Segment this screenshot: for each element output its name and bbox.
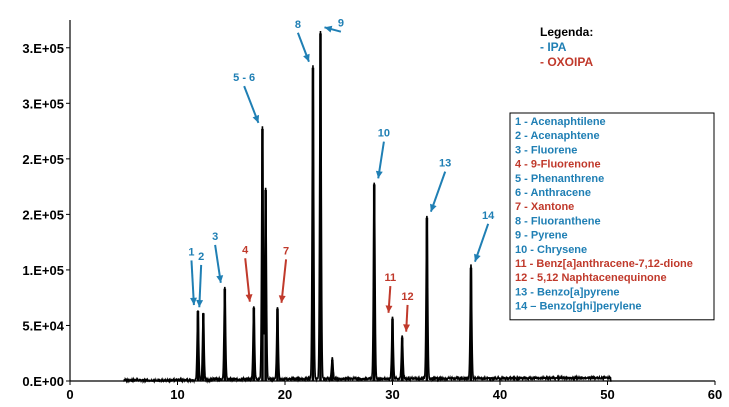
peak-label: 5 - 6 (233, 72, 255, 84)
axes: 0.E+00 5.E+04 1.E+05 2.E+05 2.E+05 3.E+05 3.E+… (22, 20, 722, 402)
peak-label: 3 (212, 231, 218, 243)
peak-label: 9 (338, 18, 344, 30)
x-tick-label: 0 (66, 387, 73, 402)
legend-entry: - OXOIPA (540, 55, 593, 69)
peak-arrowhead (474, 253, 481, 262)
x-tick-label: 30 (385, 387, 399, 402)
legend-entry: - IPA (540, 40, 567, 54)
compound-entry: 9 - Pyrene (515, 230, 568, 242)
compound-entry: 4 - 9-Fluorenone (515, 159, 601, 171)
compound-entry: 1 - Acenaphtilene (515, 116, 606, 128)
peak-label: 8 (295, 19, 301, 31)
chromatogram-trace (123, 30, 612, 385)
peak-arrowhead (375, 170, 383, 179)
compound-entry: 11 - Benz[a]anthracene-7,12-dione (515, 258, 693, 270)
peak-label: 13 (439, 158, 451, 170)
peak-arrowhead (303, 53, 310, 62)
y-tick-label: 0.E+00 (22, 374, 64, 389)
compound-list-border (509, 112, 715, 321)
x-tick-label: 10 (170, 387, 184, 402)
compound-entry: 2 - Acenaphtene (515, 130, 600, 142)
x-tick-label: 20 (278, 387, 292, 402)
legend: Legenda:- IPA- OXOIPA (540, 25, 593, 69)
compound-entry: 6 - Anthracene (515, 187, 591, 199)
compound-entry: 10 - Chrysene (515, 244, 587, 256)
compound-entry: 3 - Fluorene (515, 144, 577, 156)
peak-arrowhead (278, 295, 286, 303)
y-tick-label: 1.E+05 (22, 263, 64, 278)
peak-arrowhead (385, 305, 393, 313)
x-tick-label: 50 (600, 387, 614, 402)
peak-arrowhead (190, 297, 198, 306)
peak-label: 1 (188, 246, 194, 258)
compound-entry: 12 - 5,12 Naphtacenequinone (515, 272, 667, 284)
peak-arrowhead (252, 114, 260, 123)
peak-label: 2 (198, 251, 204, 263)
peak-label: 10 (378, 128, 390, 140)
peak-arrowhead (324, 25, 333, 33)
y-tick-label: 2.E+05 (22, 207, 64, 222)
compound-list: 1 - Acenaphtilene 2 - Acenaphtene 3 - Fluo… (509, 112, 715, 321)
peak-label: 4 (242, 244, 249, 256)
peak-arrow (190, 260, 195, 306)
peak-label: 11 (385, 272, 397, 284)
peak-arrowhead (403, 324, 411, 332)
peak-label: 12 (401, 291, 413, 303)
peak-label: 7 (283, 245, 289, 257)
compound-entry: 5 - Phenanthrene (515, 173, 604, 185)
peak-arrowhead (430, 203, 437, 212)
y-tick-label: 2.E+05 (22, 152, 64, 167)
peak-label: 14 (482, 210, 495, 222)
trace-group (123, 30, 612, 385)
peak-arrowhead (216, 275, 224, 283)
y-tick-label: 3.E+05 (22, 96, 64, 111)
compound-entry: 14 – Benzo[ghi]perylene (515, 301, 642, 313)
x-tick-label: 60 (708, 387, 722, 402)
compound-entry: 8 - Fluoranthene (515, 215, 601, 227)
y-tick-label: 3.E+05 (22, 41, 64, 56)
peak-arrowhead (245, 294, 253, 302)
peak-arrowhead (196, 299, 204, 308)
y-tick-label: 5.E+04 (22, 318, 64, 333)
x-tick-label: 40 (493, 387, 507, 402)
peak-arrow (244, 258, 251, 302)
compound-entry: 13 - Benzo[a]pyrene (515, 286, 620, 298)
compound-entry: 7 - Xantone (515, 201, 574, 213)
peak-arrow (280, 259, 288, 303)
legend-title: Legenda: (540, 25, 593, 39)
